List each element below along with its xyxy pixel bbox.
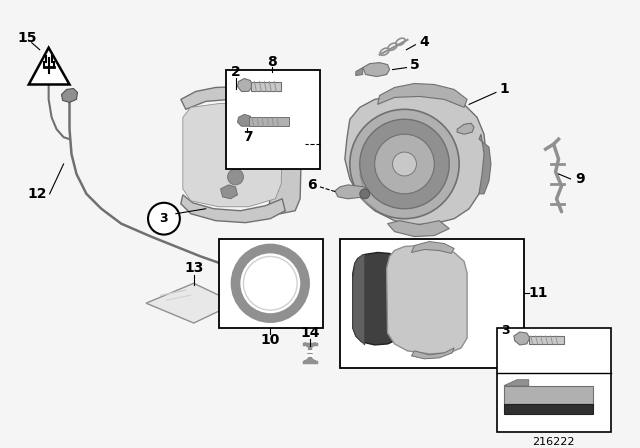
Polygon shape bbox=[479, 134, 491, 194]
Polygon shape bbox=[183, 103, 282, 207]
Circle shape bbox=[228, 136, 243, 152]
Polygon shape bbox=[378, 83, 467, 108]
Polygon shape bbox=[353, 254, 365, 345]
Text: 13: 13 bbox=[184, 261, 204, 276]
Polygon shape bbox=[146, 283, 236, 323]
Bar bbox=[497, 328, 611, 432]
Text: 7: 7 bbox=[243, 130, 252, 144]
Text: 1: 1 bbox=[499, 82, 509, 96]
Polygon shape bbox=[412, 241, 454, 254]
Text: 15: 15 bbox=[17, 31, 36, 45]
Text: 9: 9 bbox=[575, 172, 585, 186]
Polygon shape bbox=[335, 185, 368, 199]
Polygon shape bbox=[412, 348, 454, 359]
Polygon shape bbox=[181, 195, 285, 223]
Bar bbox=[504, 404, 593, 414]
Polygon shape bbox=[514, 332, 530, 345]
Circle shape bbox=[228, 169, 243, 185]
Bar bbox=[250, 117, 289, 126]
Polygon shape bbox=[353, 253, 401, 345]
Bar bbox=[225, 69, 320, 169]
Text: 8: 8 bbox=[268, 55, 277, 69]
Circle shape bbox=[350, 109, 459, 219]
Text: 12: 12 bbox=[27, 187, 47, 201]
Bar bbox=[504, 386, 593, 404]
Polygon shape bbox=[266, 139, 298, 167]
Polygon shape bbox=[363, 63, 390, 77]
Bar bbox=[529, 336, 564, 344]
Circle shape bbox=[243, 256, 297, 310]
Polygon shape bbox=[29, 47, 70, 85]
Bar bbox=[219, 238, 323, 328]
Text: 2: 2 bbox=[230, 65, 241, 78]
Polygon shape bbox=[388, 221, 449, 237]
Polygon shape bbox=[61, 88, 77, 103]
Polygon shape bbox=[457, 123, 474, 134]
Text: 216222: 216222 bbox=[532, 437, 575, 448]
Text: 5: 5 bbox=[410, 58, 419, 72]
Bar bbox=[252, 82, 281, 91]
Circle shape bbox=[302, 282, 314, 294]
Polygon shape bbox=[221, 185, 237, 199]
Text: 3: 3 bbox=[159, 212, 168, 225]
Text: 3: 3 bbox=[502, 323, 510, 336]
Circle shape bbox=[360, 189, 370, 199]
Text: 11: 11 bbox=[529, 286, 548, 300]
Circle shape bbox=[374, 134, 435, 194]
Polygon shape bbox=[356, 68, 363, 76]
Polygon shape bbox=[181, 86, 295, 112]
Polygon shape bbox=[237, 78, 252, 91]
Polygon shape bbox=[504, 380, 529, 386]
Text: 14: 14 bbox=[300, 326, 320, 340]
Bar bbox=[340, 238, 524, 368]
Polygon shape bbox=[237, 114, 252, 126]
Text: 4: 4 bbox=[419, 35, 429, 49]
Text: 6: 6 bbox=[307, 178, 317, 192]
Polygon shape bbox=[345, 95, 486, 224]
Text: 10: 10 bbox=[260, 333, 280, 347]
Circle shape bbox=[360, 119, 449, 209]
Polygon shape bbox=[268, 103, 302, 214]
Polygon shape bbox=[387, 246, 467, 354]
Circle shape bbox=[392, 152, 417, 176]
Circle shape bbox=[148, 203, 180, 235]
